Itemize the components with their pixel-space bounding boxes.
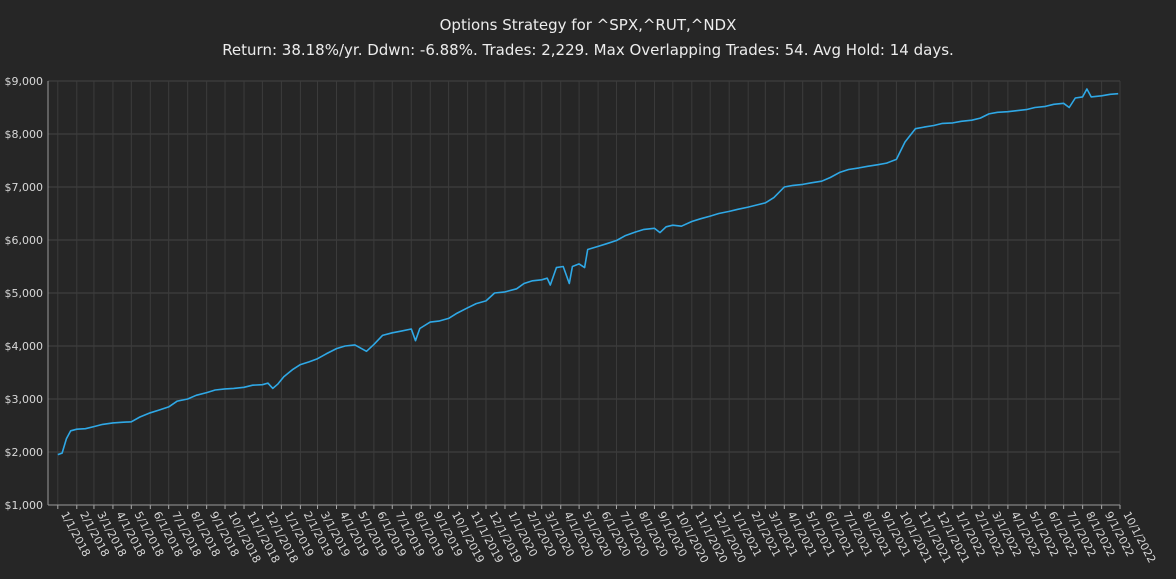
y-axis-ticks: $1,000 $2,000 $3,000 $4,000 $5,000 $6,000 $7,0… (5, 75, 44, 512)
y-tick-label: $6,000 (5, 234, 44, 247)
series-line (57, 88, 1119, 456)
series-layer (57, 88, 1119, 456)
y-tick-label: $1,000 (5, 499, 44, 512)
y-tick-label: $9,000 (5, 75, 44, 88)
y-tick-label: $5,000 (5, 287, 44, 300)
chart-title: Options Strategy for ^SPX,^RUT,^NDX (439, 16, 737, 34)
axes (47, 81, 1121, 509)
x-axis-ticks: 1/1/20182/1/20183/1/20184/1/20185/1/2018… (58, 509, 1158, 565)
y-tick-label: $3,000 (5, 393, 44, 406)
chart-subtitle: Return: 38.18%/yr. Ddwn: -6.88%. Trades:… (222, 41, 954, 59)
y-tick-label: $7,000 (5, 181, 44, 194)
y-tick-label: $8,000 (5, 128, 44, 141)
y-tick-label: $4,000 (5, 340, 44, 353)
y-tick-label: $2,000 (5, 446, 44, 459)
grid-lines (48, 80, 1121, 506)
